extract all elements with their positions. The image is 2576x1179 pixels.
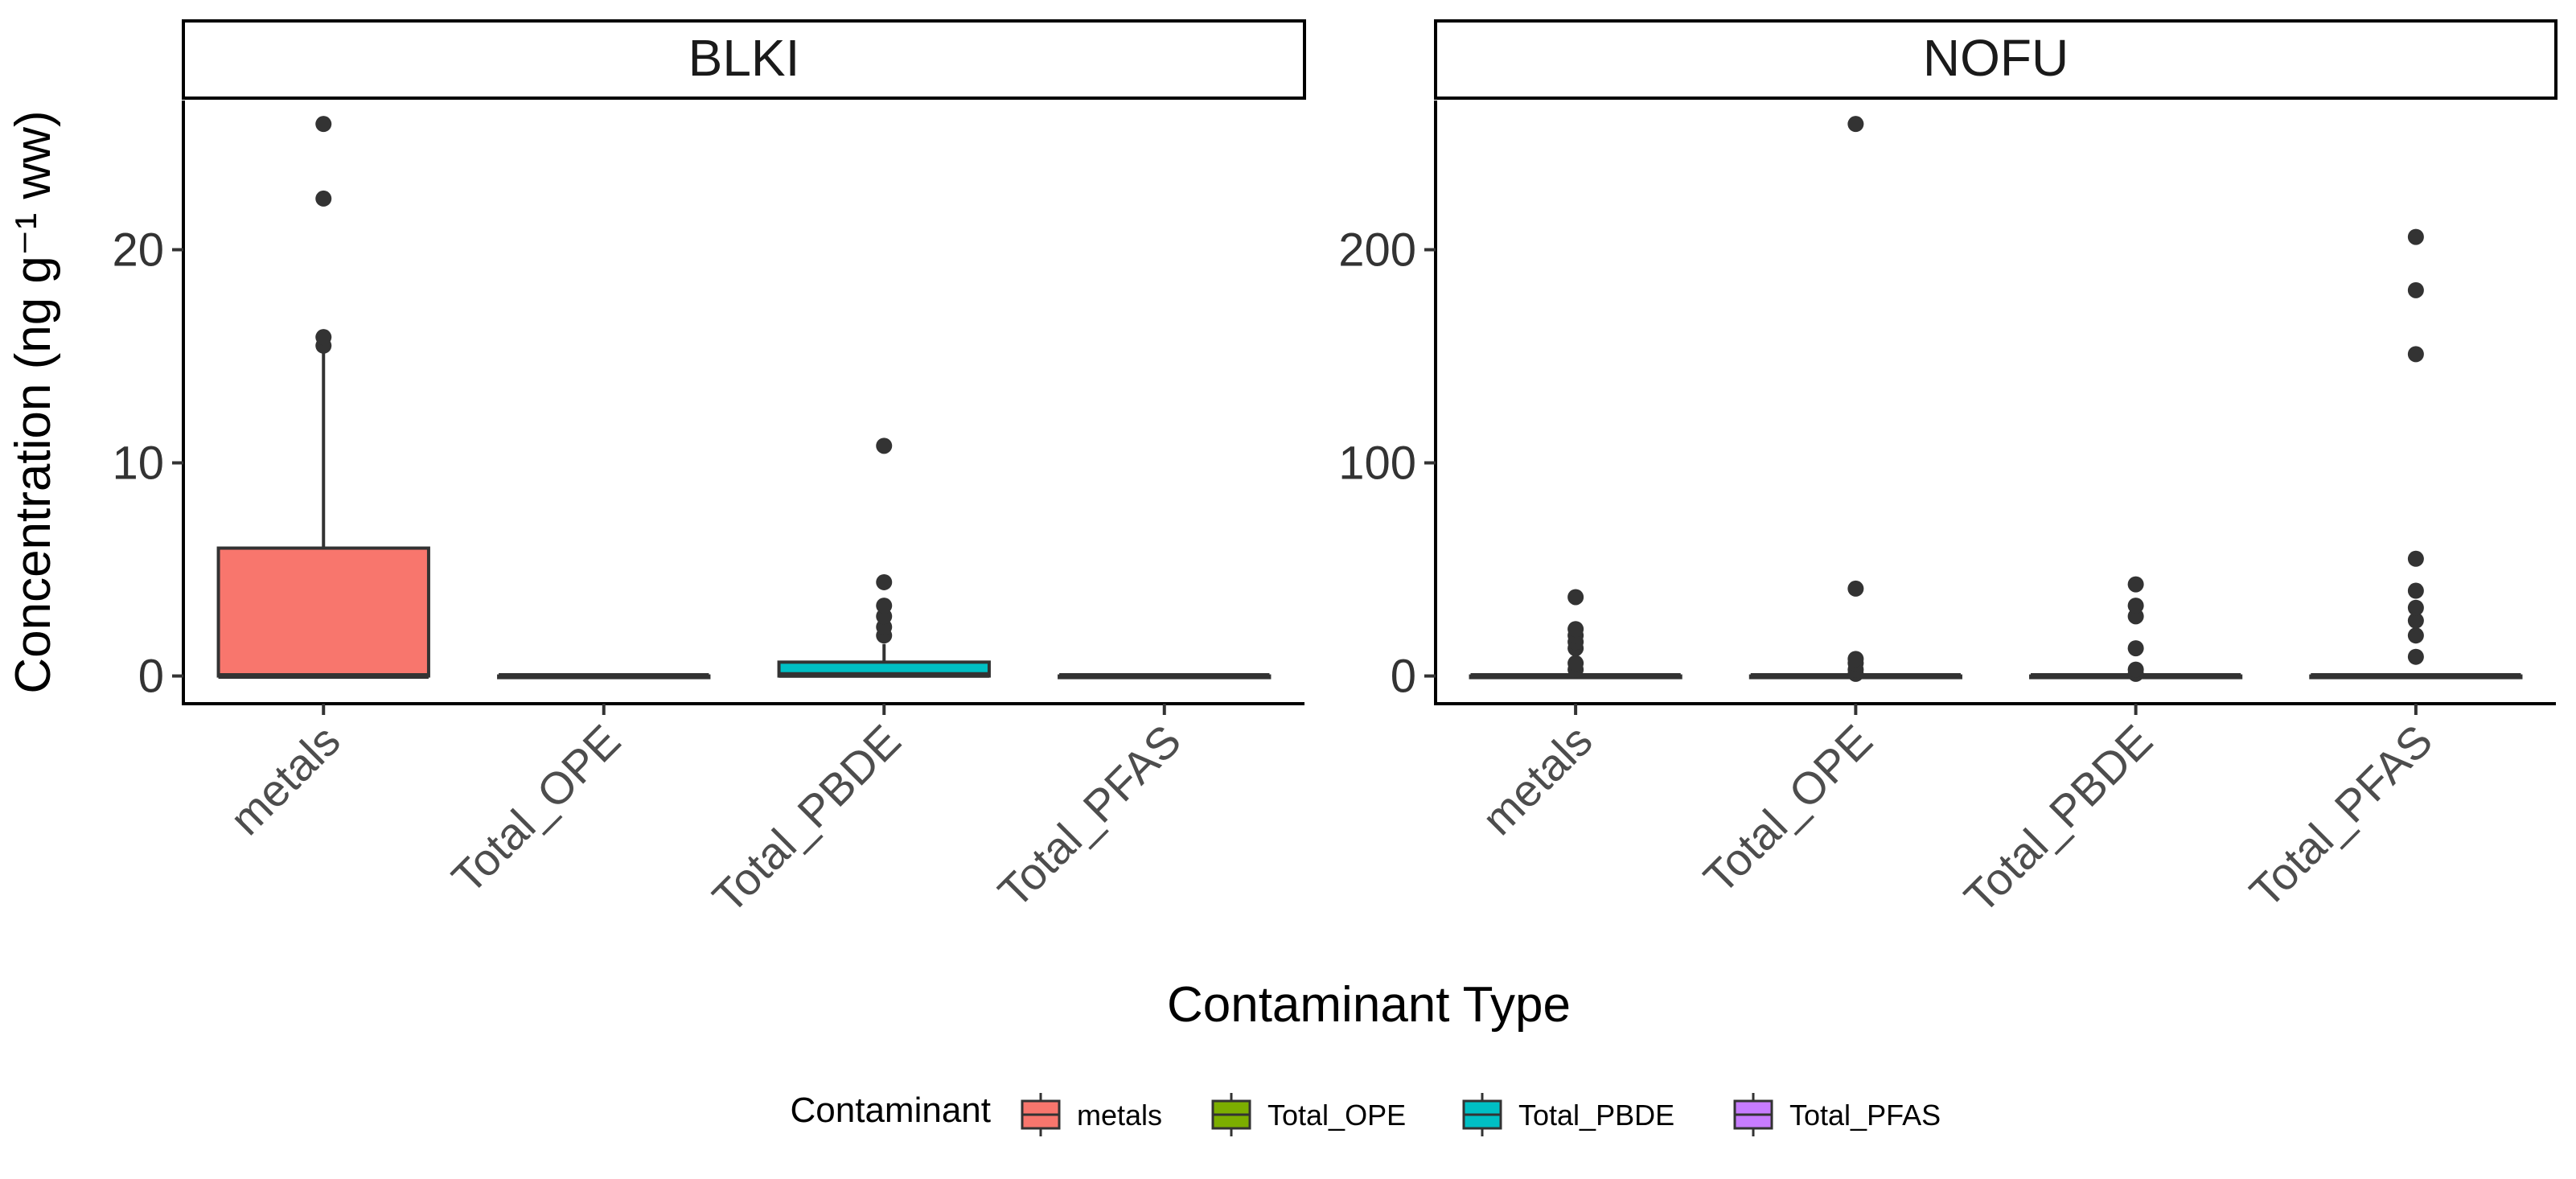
- y-axis-title: Concentration (ng g⁻¹ ww): [6, 110, 61, 693]
- legend: Contaminant metals Total_OPE Total_PBDE Tot…: [791, 1091, 1941, 1138]
- outlier-point: [2127, 598, 2144, 614]
- outlier-point: [315, 116, 332, 133]
- panel-strip: [1434, 19, 2558, 100]
- x-tick-label-total-pfas: Total_PFAS: [988, 715, 1190, 917]
- outlier-point: [2407, 612, 2424, 629]
- legend-entry-total-pbde: Total_PBDE: [1459, 1091, 1674, 1138]
- x-tick-label-total-ope: Total_OPE: [1694, 715, 1882, 903]
- outlier-point: [2407, 627, 2424, 644]
- box-total-pfas: [1058, 673, 1272, 680]
- y-tick-label: 200: [1338, 224, 1416, 277]
- outlier-point: [2407, 281, 2424, 298]
- legend-label: Total_PFAS: [1789, 1099, 1941, 1132]
- outlier-point: [876, 438, 893, 454]
- y-tick-label: 10: [112, 438, 164, 490]
- outlier-point: [2127, 640, 2144, 657]
- outlier-point: [1567, 655, 1584, 672]
- outlier-point: [1567, 589, 1584, 606]
- outlier-point: [315, 329, 332, 346]
- panel-blki: BLKI 0 10 20 metals Total_OPE Total_PBDE Total_…: [112, 19, 1306, 922]
- outlier-point: [1847, 651, 1864, 668]
- outlier-point: [876, 573, 893, 590]
- panel-strip-label: NOFU: [1923, 29, 2069, 87]
- outlier-point: [1847, 580, 1864, 597]
- x-tick-label-total-pbde: Total_PBDE: [1954, 715, 2162, 922]
- outlier-point: [876, 598, 893, 614]
- panel-strip-label: BLKI: [688, 29, 800, 87]
- x-tick-label-total-pbde: Total_PBDE: [703, 715, 910, 922]
- x-tick-label-metals: metals: [1472, 715, 1601, 844]
- outlier-point: [2127, 576, 2144, 593]
- legend-entry-total-ope: Total_OPE: [1208, 1091, 1406, 1138]
- outlier-point: [315, 190, 332, 207]
- outlier-point: [2407, 582, 2424, 599]
- outlier-point: [2407, 228, 2424, 245]
- x-tick-label-total-pfas: Total_PFAS: [2240, 715, 2442, 917]
- box-total-pfas: [2309, 228, 2523, 680]
- box-total-ope: [1748, 116, 1962, 682]
- panel-strip: [182, 19, 1306, 100]
- outlier-point: [2407, 346, 2424, 363]
- box-total-ope: [497, 673, 711, 680]
- legend-label: metals: [1077, 1099, 1162, 1132]
- x-tick-label-metals: metals: [220, 715, 350, 844]
- outlier-point: [2407, 648, 2424, 665]
- box-total-pbde: [2029, 576, 2243, 682]
- legend-entry-total-pfas: Total_PFAS: [1730, 1091, 1941, 1138]
- outlier-point: [2407, 550, 2424, 567]
- legend-entry-metals: metals: [1017, 1091, 1162, 1138]
- box-metals: [1469, 589, 1682, 680]
- y-tick-label: 0: [1391, 651, 1416, 703]
- legend-label: Total_OPE: [1267, 1099, 1406, 1132]
- box-rect: [216, 546, 430, 678]
- panel-nofu: NOFU 0 100 200 metals Total_OPE Total_PBDE Tota…: [1338, 19, 2558, 922]
- outlier-point: [2127, 661, 2144, 678]
- y-tick-label: 20: [112, 224, 164, 277]
- box-total-pbde: [777, 438, 991, 678]
- legend-label: Total_PBDE: [1518, 1099, 1674, 1132]
- box-metals: [216, 116, 430, 680]
- outlier-point: [2407, 599, 2424, 616]
- outlier-point: [1847, 116, 1864, 133]
- y-tick-label: 0: [138, 651, 164, 703]
- x-tick-label-total-ope: Total_OPE: [442, 715, 630, 903]
- x-axis-title: Contaminant Type: [1167, 977, 1571, 1033]
- outlier-point: [1567, 621, 1584, 638]
- legend-title: Contaminant: [791, 1091, 991, 1130]
- y-tick-label: 100: [1338, 438, 1416, 490]
